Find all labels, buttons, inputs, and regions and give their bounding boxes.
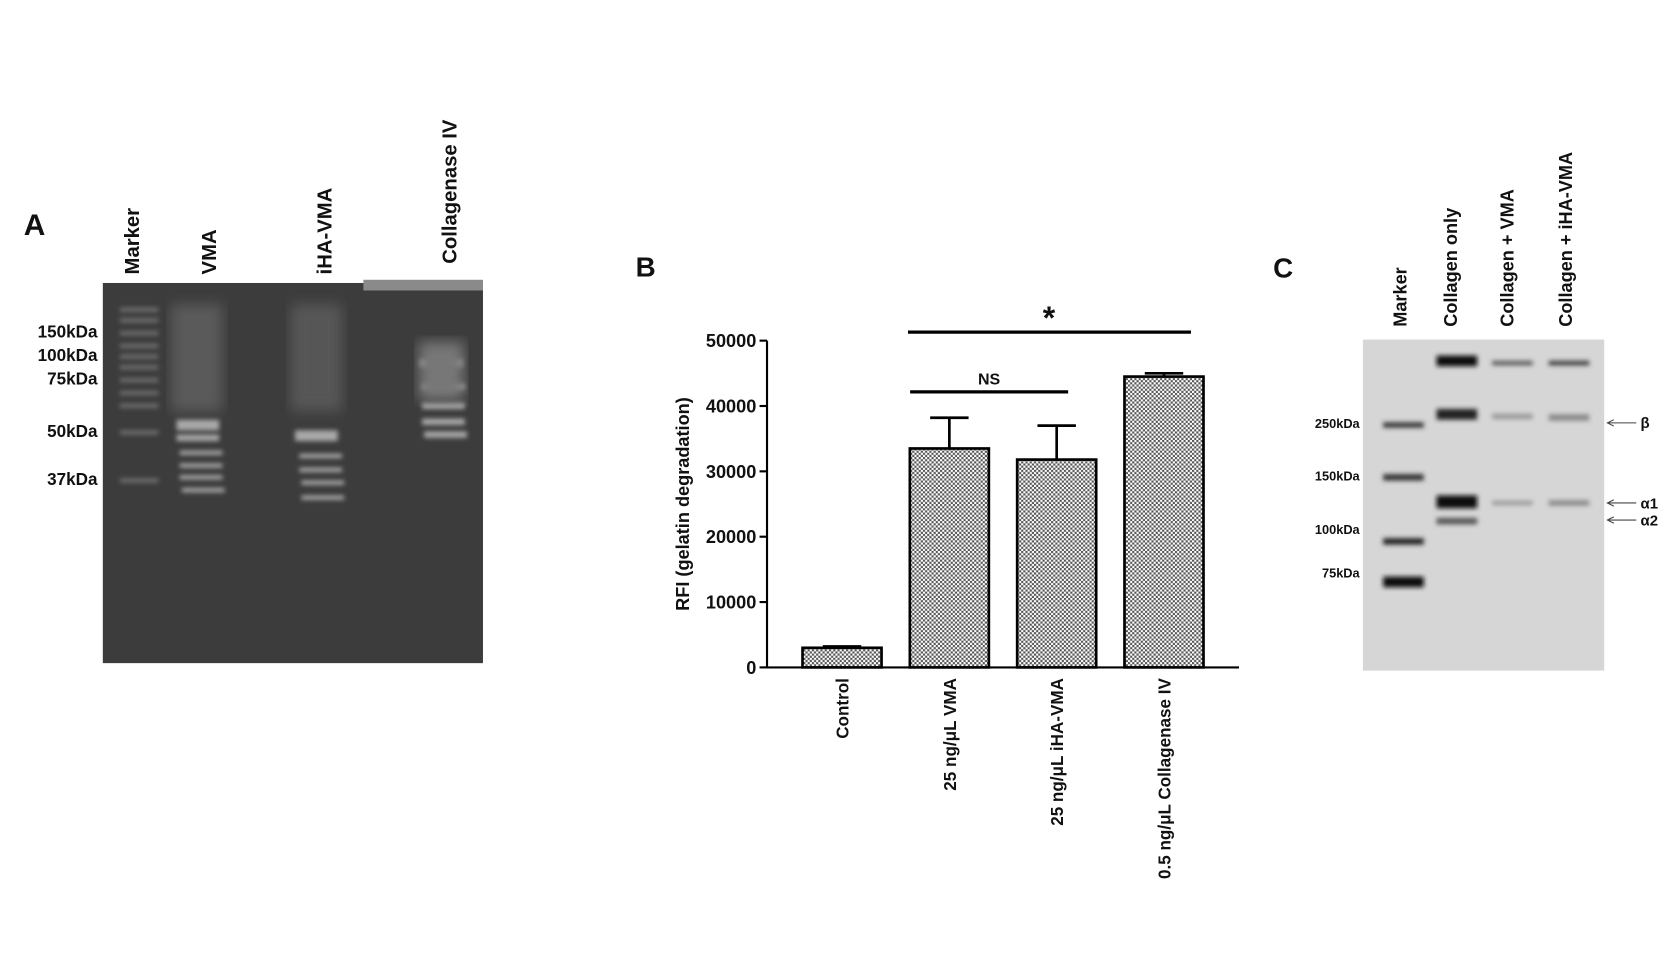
lane-label: iHA-VMA — [314, 187, 336, 274]
band — [422, 418, 465, 426]
marker-label: 150kDa — [1315, 469, 1361, 484]
band-label: α2 — [1641, 512, 1659, 529]
y-axis-label: RFI (gelatin degradation) — [673, 397, 693, 611]
lane-label: Collagen only — [1441, 208, 1461, 327]
marker-label: 37kDa — [47, 470, 98, 489]
band — [424, 431, 467, 438]
band — [119, 343, 159, 349]
lane-label: Collagenase IV — [439, 119, 461, 264]
error-bar — [1144, 371, 1184, 377]
marker-label: 250kDa — [1315, 416, 1361, 431]
panel-label: B — [636, 252, 656, 283]
band-label: α1 — [1641, 495, 1659, 512]
lane-label: Collagen + iHA-VMA — [1556, 152, 1576, 327]
arrow — [1606, 516, 1637, 524]
gel-edge — [363, 279, 483, 291]
band — [176, 434, 220, 442]
bar — [1123, 375, 1205, 669]
band — [1548, 414, 1590, 421]
band — [119, 390, 159, 396]
band — [179, 475, 223, 480]
band — [1383, 576, 1424, 588]
band — [119, 478, 159, 483]
y-tick-label: 10000 — [706, 592, 756, 612]
band — [1436, 517, 1478, 525]
band — [179, 463, 223, 468]
band — [1492, 500, 1533, 506]
band — [119, 318, 159, 323]
band — [1548, 500, 1590, 506]
arrow — [1606, 419, 1637, 427]
panel-c: C Marker Collagen only Collagen + VMA Collag… — [1273, 152, 1658, 671]
band — [179, 450, 223, 455]
marker-label: 100kDa — [1315, 522, 1361, 537]
band — [1383, 538, 1424, 545]
bar — [1015, 458, 1098, 669]
marker-label: 75kDa — [47, 369, 98, 388]
y-tick-label: 50000 — [706, 331, 756, 351]
band — [119, 354, 159, 359]
error-bar — [1037, 424, 1076, 460]
y-tick-label: 20000 — [706, 527, 756, 547]
band — [301, 480, 345, 485]
band — [119, 365, 159, 370]
x-tick-label: Control — [833, 678, 852, 739]
band — [1436, 495, 1478, 509]
marker-label: 75kDa — [1322, 566, 1361, 581]
y-tick-label: 40000 — [706, 396, 756, 416]
marker-label: 50kDa — [47, 422, 98, 441]
lane-label: Marker — [122, 208, 144, 275]
band — [1383, 422, 1424, 428]
band — [1383, 474, 1424, 481]
lane-label: VMA — [199, 229, 221, 274]
marker-label: 150kDa — [38, 322, 98, 341]
bands — [1383, 355, 1590, 588]
panel-b: B RFI (gelatin degradation) 0 10000 20000 300… — [636, 252, 1240, 879]
smear — [418, 341, 464, 401]
y-tick-label: 0 — [746, 658, 756, 678]
error-bar — [930, 416, 969, 449]
band — [301, 495, 345, 500]
x-tick-label: 25 ng/μL iHA-VMA — [1048, 678, 1067, 826]
panel-a: A Marker VMA iHA-VMA Collagenase IV 150kDa 100… — [24, 119, 483, 664]
bands — [119, 307, 467, 500]
band — [119, 403, 159, 408]
bar — [801, 646, 883, 669]
band-label: β — [1641, 415, 1650, 432]
marker-label: 100kDa — [38, 346, 98, 365]
band — [176, 419, 220, 431]
band — [119, 378, 159, 383]
x-tick-label: 0.5 ng/μL Collagenase IV — [1155, 677, 1174, 879]
band — [299, 453, 343, 459]
band — [1436, 408, 1478, 420]
panel-label: A — [24, 209, 46, 242]
band — [422, 402, 465, 409]
smear — [290, 304, 343, 412]
band — [1492, 413, 1533, 420]
band — [119, 430, 159, 435]
error-bar — [822, 645, 862, 648]
x-tick-label: 25 ng/μL VMA — [941, 678, 960, 791]
band — [1492, 360, 1533, 366]
y-tick-label: 30000 — [706, 462, 756, 482]
arrow — [1606, 499, 1637, 507]
lane-label: Collagen + VMA — [1497, 189, 1517, 327]
band — [181, 488, 225, 493]
band — [1548, 360, 1590, 366]
band — [119, 307, 159, 312]
band — [295, 430, 338, 442]
significance-label: * — [1043, 300, 1056, 336]
bar — [908, 447, 991, 669]
panel-label: C — [1273, 253, 1293, 284]
band — [119, 331, 159, 336]
band — [1436, 355, 1478, 367]
lane-label: Marker — [1391, 267, 1411, 327]
significance-label: NS — [978, 371, 1001, 388]
smear — [171, 304, 223, 412]
band — [299, 467, 343, 472]
